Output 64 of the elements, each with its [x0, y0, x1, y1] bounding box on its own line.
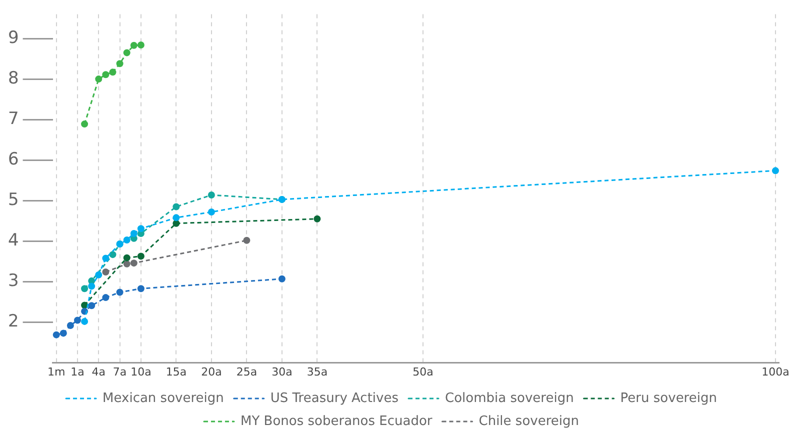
point [102, 294, 110, 302]
x-tick-label: 30a [272, 365, 292, 378]
point [172, 203, 180, 210]
point [52, 331, 60, 338]
point [137, 42, 144, 49]
legend-label: Colombia sovereign [445, 390, 574, 406]
legend-label: Mexican sovereign [102, 390, 224, 406]
x-tick-label: 4a [92, 365, 106, 378]
y-tick-label: 7 [8, 109, 19, 130]
point [137, 285, 144, 292]
point [137, 225, 144, 232]
point [116, 288, 124, 296]
point [208, 208, 215, 216]
point [278, 275, 286, 282]
y-tick-label: 8 [8, 68, 19, 88]
legend-label: MY Bonos soberanos Ecuador [240, 414, 433, 429]
x-tick-label: 100a [762, 365, 790, 378]
y-tick-label: 6 [8, 150, 19, 170]
point [243, 236, 250, 244]
point [123, 236, 130, 244]
point [60, 330, 67, 337]
legend-label: Peru sovereign [620, 390, 717, 406]
point [81, 318, 88, 325]
x-tick-label: 20a [201, 365, 222, 378]
y-tick-label: 5 [8, 190, 19, 210]
point [81, 120, 88, 128]
point [74, 316, 81, 324]
point [102, 268, 110, 276]
point [130, 230, 138, 237]
point [172, 214, 180, 222]
point [772, 167, 779, 174]
point [109, 68, 116, 76]
point [130, 260, 138, 267]
point [130, 42, 138, 49]
y-tick-label: 2 [8, 312, 19, 332]
x-tick-label: 35a [306, 365, 328, 378]
point [123, 260, 130, 268]
x-tick-label: 1a [70, 365, 84, 378]
x-tick-label: 10a [130, 365, 152, 378]
x-tick-label: 50a [412, 365, 434, 378]
point [116, 60, 124, 68]
legend-label: US Treasury Actives [270, 390, 399, 406]
point [81, 285, 88, 292]
point [88, 282, 96, 290]
point [109, 251, 116, 258]
x-tick-label: 15a [166, 365, 187, 378]
point [66, 322, 74, 330]
x-tick-label: 25a [236, 365, 258, 378]
point [314, 215, 321, 222]
point [102, 71, 110, 78]
point [102, 254, 110, 262]
y-tick-label: 4 [8, 230, 19, 251]
x-tick-label: 1m [47, 365, 66, 378]
point [95, 271, 102, 278]
point [208, 191, 215, 198]
y-tick-label: 9 [8, 28, 19, 48]
point [95, 76, 102, 83]
y-tick-label: 3 [8, 271, 19, 292]
point [137, 252, 144, 260]
legend-label: Chile sovereign [478, 414, 580, 429]
point [88, 302, 96, 310]
point [123, 254, 130, 262]
point [123, 49, 130, 56]
x-tick-label: 7a [112, 365, 127, 378]
